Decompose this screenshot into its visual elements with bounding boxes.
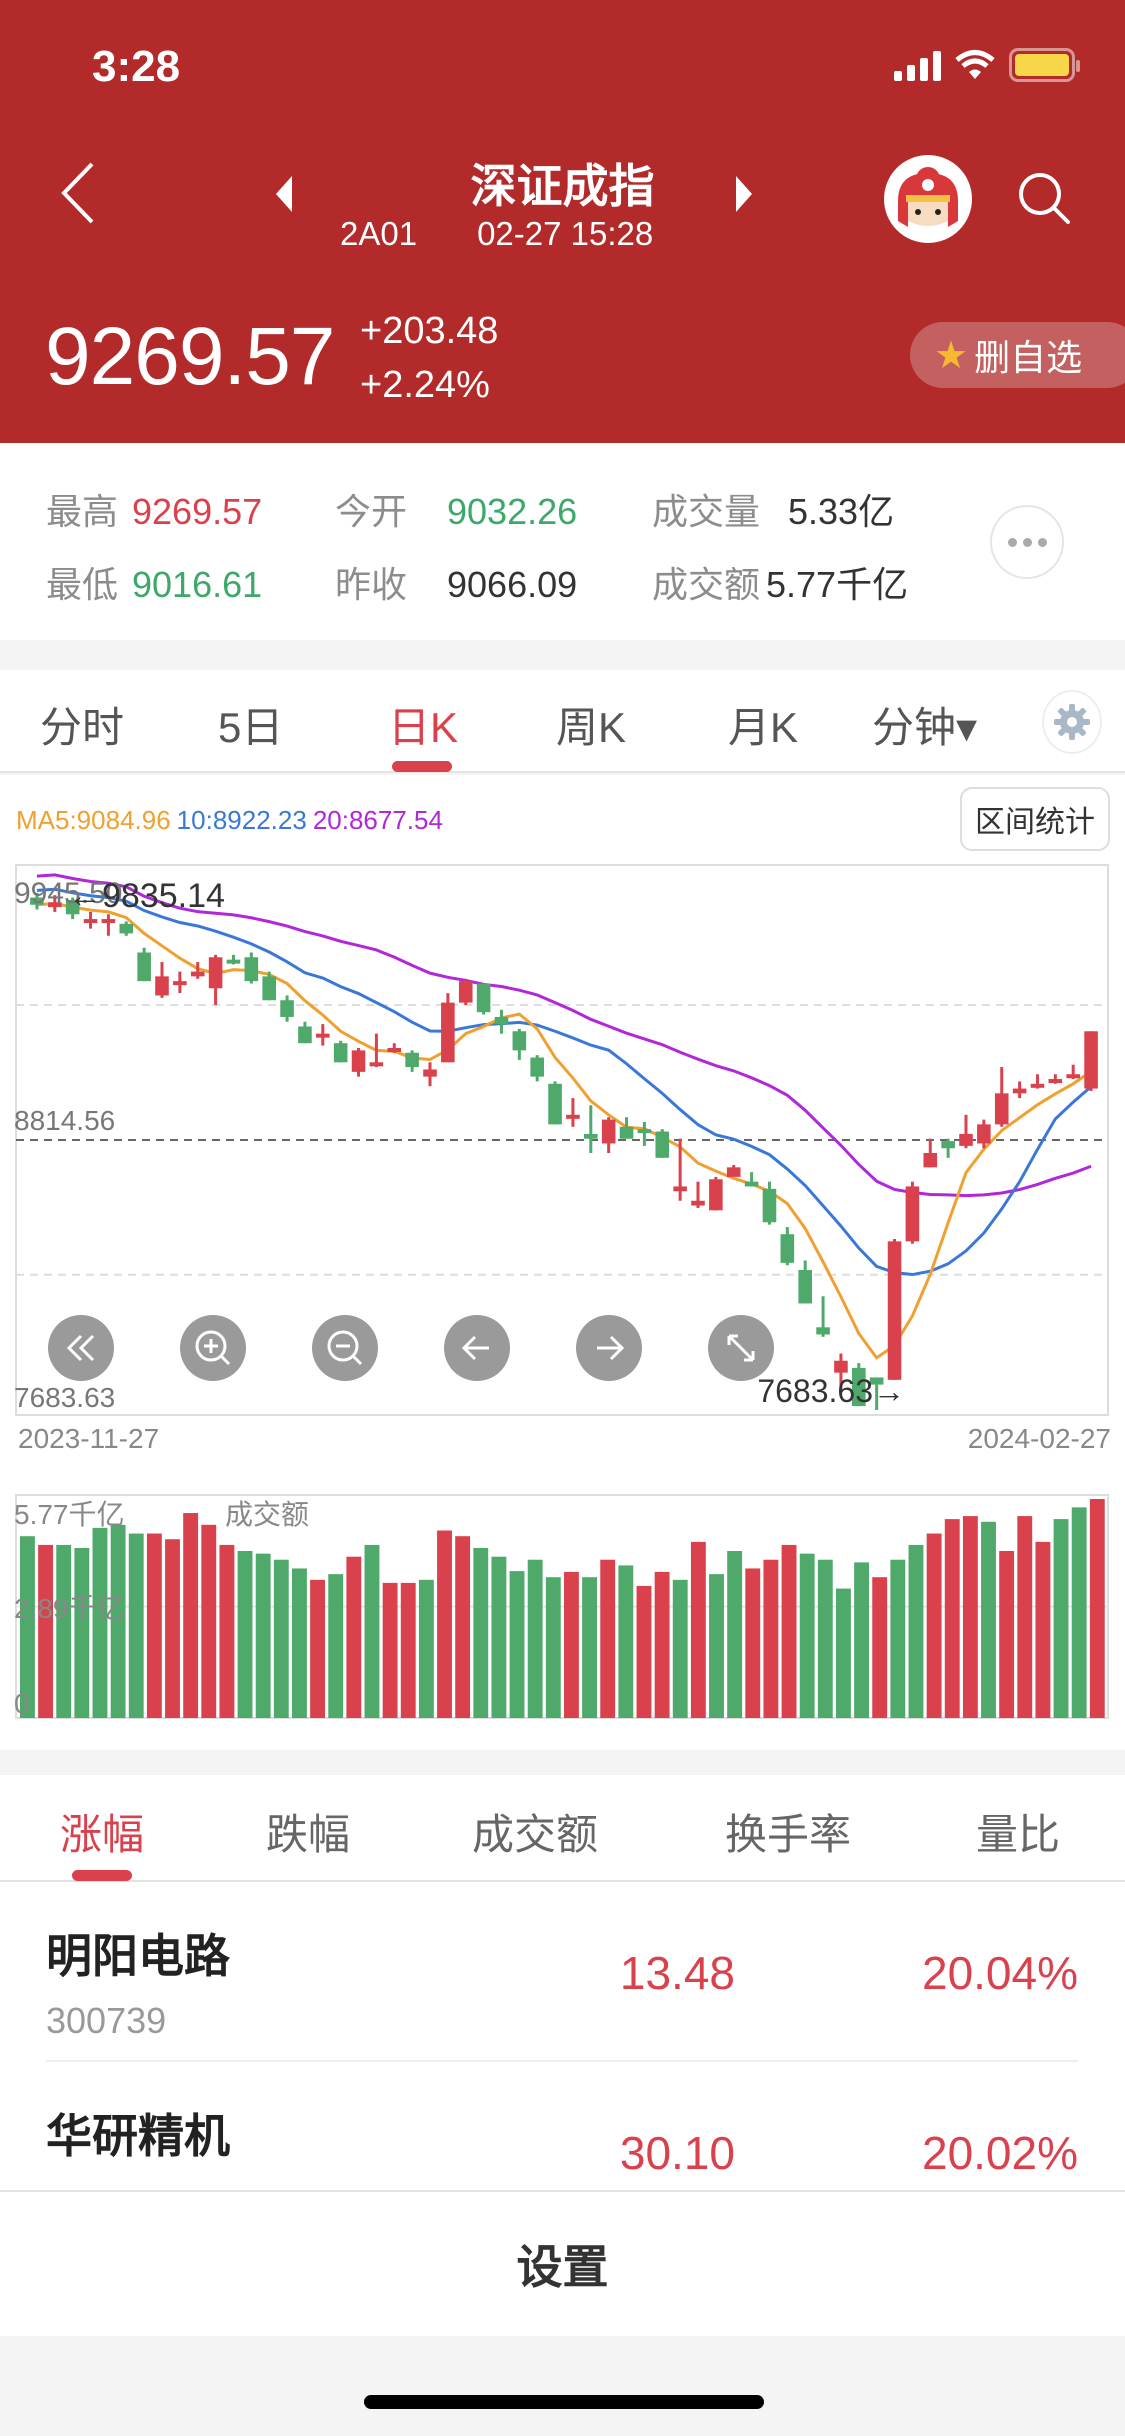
pan-left-button[interactable] bbox=[444, 1315, 510, 1381]
mascot-icon bbox=[898, 167, 958, 227]
more-button[interactable] bbox=[990, 505, 1064, 579]
list-item[interactable]: 华研精机 30.10 20.02% bbox=[0, 2062, 1125, 2190]
settings-button[interactable]: 设置 bbox=[0, 2190, 1125, 2336]
candlestick-chart[interactable]: 9945.50←9835.14 8814.56 7683.63 7683.63→ 5.7… bbox=[0, 775, 1125, 1750]
svg-text:7683.63: 7683.63 bbox=[14, 1382, 115, 1413]
tab-losers[interactable]: 跌幅 bbox=[266, 1811, 351, 1858]
tab-timeshare[interactable]: 分时 bbox=[40, 704, 125, 751]
svg-text:7683.63→: 7683.63→ bbox=[757, 1373, 905, 1409]
jump-start-button[interactable] bbox=[48, 1315, 114, 1381]
tab-daily-k[interactable]: 日K bbox=[388, 704, 459, 751]
wifi-icon bbox=[955, 50, 995, 79]
stock-list: 明阳电路 300739 13.48 20.04% 华研精机 30.10 20.0… bbox=[0, 1882, 1125, 2190]
svg-text:5.77千亿: 5.77千亿 bbox=[14, 1499, 125, 1530]
arrow-left-icon bbox=[461, 1335, 489, 1361]
kline-tabs: 分时 5日 日K 周K 月K 分钟▾ bbox=[0, 670, 1125, 773]
ma-legend: MA5:9084.96 10:8922.23 20:8677.54 bbox=[16, 805, 449, 836]
quote-header: 3:28 深证成指 2A01 02-27 15:28 9269.57 +203.4… bbox=[0, 0, 1125, 443]
home-indicator bbox=[364, 2395, 764, 2409]
active-list-tab-indicator bbox=[72, 1870, 132, 1881]
status-time: 3:28 bbox=[92, 42, 181, 91]
tab-gainers[interactable]: 涨幅 bbox=[60, 1811, 145, 1858]
back-icon[interactable] bbox=[58, 160, 98, 226]
tab-monthly-k[interactable]: 月K bbox=[728, 704, 799, 751]
remove-favorite-button[interactable]: ★ 删自选 bbox=[910, 322, 1125, 388]
change-value: +203.48 bbox=[360, 310, 499, 352]
active-tab-indicator bbox=[392, 761, 452, 772]
quote-stats: 最高 9269.57 最低 9016.61 今开 9032.26 昨收 9066.09 … bbox=[0, 443, 1125, 640]
battery-icon bbox=[1009, 48, 1080, 82]
search-icon[interactable] bbox=[1016, 170, 1072, 226]
ranking-tabs: 涨幅 跌幅 成交额 换手率 量比 bbox=[0, 1775, 1125, 1882]
start-date: 2023-11-27 bbox=[18, 1423, 160, 1454]
svg-text:8814.56: 8814.56 bbox=[14, 1105, 115, 1136]
tab-weekly-k[interactable]: 周K bbox=[556, 704, 627, 751]
pan-right-button[interactable] bbox=[576, 1315, 642, 1381]
index-subtitle: 2A01 02-27 15:28 bbox=[340, 215, 713, 253]
index-title: 深证成指 bbox=[470, 160, 655, 212]
current-price: 9269.57 bbox=[45, 311, 335, 402]
change-percent: +2.24% bbox=[360, 364, 490, 406]
list-item[interactable]: 明阳电路 300739 13.48 20.04% bbox=[0, 1882, 1125, 2062]
stock-code: 300739 bbox=[46, 2000, 167, 2041]
expand-icon bbox=[727, 1334, 755, 1362]
divider bbox=[46, 2060, 1078, 2062]
prev-index-arrow[interactable] bbox=[276, 176, 292, 212]
range-stats-button[interactable]: 区间统计 bbox=[960, 787, 1110, 851]
stat-volume: 成交量 5.33亿 bbox=[652, 491, 895, 532]
price-change: +203.48 +2.24% bbox=[360, 304, 498, 412]
stock-price: 30.10 bbox=[619, 2127, 735, 2179]
svg-text:0: 0 bbox=[14, 1688, 30, 1719]
stat-amount: 成交额 5.77千亿 bbox=[652, 564, 909, 605]
gear-icon bbox=[1054, 704, 1090, 740]
remove-favorite-label: 删自选 bbox=[974, 337, 1083, 378]
svg-text:成交额: 成交额 bbox=[225, 1499, 309, 1530]
tab-volume-ratio[interactable]: 量比 bbox=[976, 1811, 1061, 1858]
signal-icon bbox=[894, 49, 941, 81]
end-date: 2024-02-27 bbox=[967, 1423, 1111, 1454]
arrow-right-icon bbox=[597, 1335, 625, 1361]
zoom-out-button[interactable] bbox=[312, 1315, 378, 1381]
tab-amount[interactable]: 成交额 bbox=[472, 1811, 599, 1858]
zoom-in-icon bbox=[195, 1330, 231, 1366]
double-chevron-left-icon bbox=[66, 1334, 95, 1362]
tab-turnover[interactable]: 换手率 bbox=[725, 1811, 852, 1858]
next-index-arrow[interactable] bbox=[736, 176, 752, 212]
quote-datetime: 02-27 15:28 bbox=[477, 215, 654, 252]
svg-text:9945.50: 9945.50 bbox=[14, 877, 122, 910]
stock-price: 13.48 bbox=[619, 1947, 735, 1999]
stat-low: 最低 9016.61 bbox=[46, 564, 263, 605]
mascot-avatar[interactable] bbox=[884, 155, 972, 243]
svg-text:←9835.14: ←9835.14 bbox=[68, 877, 225, 915]
fullscreen-button[interactable] bbox=[708, 1315, 774, 1381]
zoom-out-icon bbox=[327, 1330, 363, 1366]
stock-name: 明阳电路 bbox=[46, 1930, 230, 1982]
stock-change-pct: 20.02% bbox=[921, 2127, 1078, 2179]
stat-open: 今开 9032.26 bbox=[335, 491, 578, 532]
chart-settings-button[interactable] bbox=[1042, 690, 1102, 754]
stock-name: 华研精机 bbox=[46, 2110, 230, 2162]
svg-text:2.89千亿: 2.89千亿 bbox=[14, 1593, 125, 1624]
ma5-value: MA5:9084.96 bbox=[16, 805, 171, 835]
stat-high: 最高 9269.57 bbox=[46, 491, 263, 532]
stock-change-pct: 20.04% bbox=[921, 1947, 1078, 1999]
kline-chart-area: MA5:9084.96 10:8922.23 20:8677.54 区间统计 994… bbox=[0, 775, 1125, 1750]
star-icon: ★ bbox=[934, 334, 969, 377]
stat-prev-close: 昨收 9066.09 bbox=[335, 564, 578, 605]
zoom-in-button[interactable] bbox=[180, 1315, 246, 1381]
ma20-value: 20:8677.54 bbox=[312, 805, 443, 835]
status-icons bbox=[894, 48, 1080, 82]
tab-minute[interactable]: 分钟▾ bbox=[872, 704, 978, 751]
tab-5day[interactable]: 5日 bbox=[218, 704, 284, 751]
ma10-value: 10:8922.23 bbox=[176, 805, 307, 835]
index-code: 2A01 bbox=[340, 215, 418, 252]
